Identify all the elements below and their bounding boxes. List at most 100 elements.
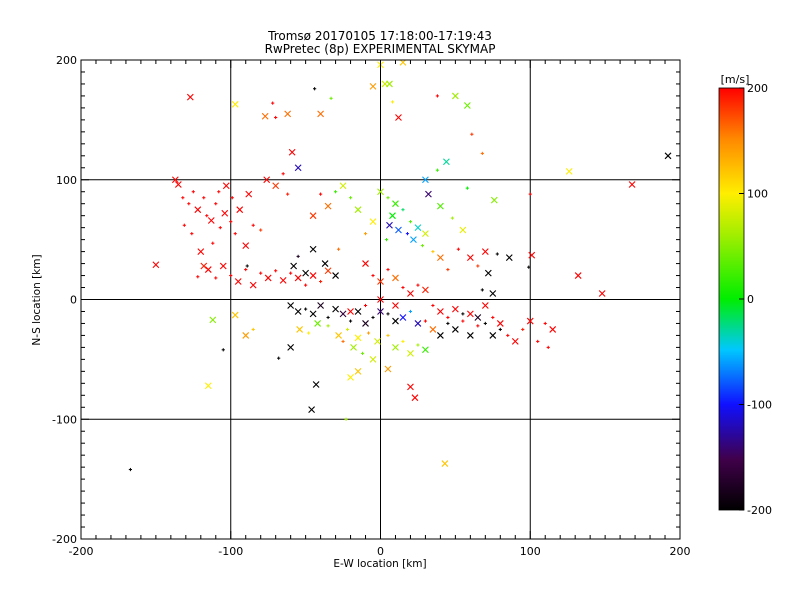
data-point-x-marker (309, 272, 317, 279)
data-point-plus-marker (456, 247, 460, 251)
chart-subtitle: RwPretec (8p) EXPERIMENTAL SKYMAP (265, 42, 496, 56)
data-point-plus-marker (205, 214, 209, 218)
data-point-x-marker (574, 272, 582, 279)
data-point-plus-marker (366, 331, 371, 335)
data-point-x-marker (414, 320, 422, 327)
colorbar-label: [m/s] (721, 73, 750, 86)
data-point-x-marker (481, 248, 489, 255)
data-point-x-marker (628, 181, 636, 188)
data-point-x-marker (197, 248, 205, 255)
data-point-x-marker (317, 110, 324, 118)
data-point-plus-marker (296, 254, 300, 258)
data-point-x-marker (231, 100, 239, 108)
data-point-x-marker (437, 308, 444, 315)
data-point-x-marker (354, 367, 362, 375)
data-point-x-marker (332, 305, 339, 313)
data-point-plus-marker (341, 339, 345, 344)
data-point-x-marker (171, 176, 179, 184)
data-point-x-marker (407, 383, 414, 391)
colorbar-tick-label: -200 (747, 504, 772, 517)
data-point-plus-marker (416, 283, 420, 287)
data-point-x-marker (386, 221, 393, 229)
data-point-x-marker (407, 290, 414, 297)
x-tick-label: 100 (520, 545, 541, 558)
data-point-plus-marker (221, 348, 225, 352)
data-point-plus-marker (190, 232, 194, 236)
data-point-plus-marker (527, 265, 531, 269)
data-point-x-marker (324, 202, 332, 210)
data-point-x-marker (414, 224, 422, 232)
data-point-plus-marker (461, 312, 465, 316)
data-point-x-marker (463, 102, 471, 109)
colorbar-tick-label: 100 (747, 188, 768, 201)
data-point-x-marker (332, 272, 339, 279)
data-point-plus-marker (274, 115, 278, 120)
data-point-plus-marker (128, 467, 133, 472)
data-point-plus-marker (319, 192, 323, 196)
data-point-x-marker (374, 338, 381, 345)
data-point-plus-marker (423, 319, 428, 323)
data-point-x-marker (549, 326, 557, 333)
data-point-x-marker (565, 167, 573, 175)
data-point-x-marker (443, 158, 450, 166)
data-point-plus-marker (465, 186, 469, 190)
data-point-x-marker (386, 80, 393, 88)
data-point-plus-marker (259, 228, 263, 232)
data-points (128, 60, 672, 472)
data-point-plus-marker (543, 321, 547, 326)
data-point-x-marker (410, 236, 417, 244)
y-tick-label: 0 (70, 294, 77, 307)
y-axis-ticks: -200 -100 0 100 200 (52, 54, 680, 546)
data-point-plus-marker (345, 327, 350, 332)
data-point-x-marker (384, 365, 392, 373)
data-point-x-marker (261, 112, 269, 120)
data-point-plus-marker (483, 321, 487, 326)
data-point-x-marker (272, 182, 280, 190)
data-point-x-marker (411, 394, 419, 402)
data-point-x-marker (219, 262, 227, 270)
data-point-x-marker (186, 93, 194, 101)
data-point-plus-marker (307, 331, 311, 335)
data-point-x-marker (451, 92, 459, 100)
data-point-plus-marker (386, 267, 390, 272)
colorbar-ticks: -200 -100 0 100 200 (739, 82, 772, 517)
data-point-x-marker (354, 308, 362, 315)
data-point-plus-marker (360, 351, 365, 355)
data-point-x-marker (317, 302, 324, 309)
data-point-x-marker (377, 296, 384, 303)
data-point-x-marker (309, 310, 317, 318)
data-point-plus-marker (329, 96, 333, 100)
data-point-plus-marker (435, 168, 440, 172)
data-point-plus-marker (214, 202, 218, 206)
data-point-plus-marker (476, 264, 480, 268)
data-point-x-marker (451, 326, 459, 333)
data-point-x-marker (389, 212, 396, 220)
data-point-plus-marker (363, 232, 368, 236)
data-point-plus-marker (401, 339, 405, 344)
data-point-plus-marker (289, 271, 293, 275)
data-point-x-marker (354, 206, 362, 214)
data-point-x-marker (284, 110, 292, 118)
data-point-x-marker (231, 311, 239, 319)
data-point-x-marker (321, 260, 329, 267)
data-point-x-marker (204, 266, 212, 273)
y-tick-label: -200 (52, 533, 77, 546)
data-point-plus-marker (319, 279, 323, 284)
data-point-plus-marker (480, 288, 484, 292)
data-point-plus-marker (348, 319, 353, 323)
data-point-x-marker (309, 212, 317, 220)
data-point-plus-marker (196, 275, 200, 279)
data-point-plus-marker (506, 333, 510, 338)
data-point-plus-marker (211, 241, 215, 245)
data-point-x-marker (392, 344, 399, 351)
data-point-plus-marker (313, 87, 317, 91)
data-point-x-marker (425, 190, 432, 198)
data-point-x-marker (437, 254, 444, 261)
data-point-plus-marker (408, 309, 413, 314)
data-point-plus-marker (386, 312, 390, 316)
data-point-x-marker (279, 276, 287, 284)
data-point-x-marker (392, 317, 399, 325)
data-point-plus-marker (431, 303, 435, 308)
colorbar-tick-label: -100 (747, 399, 772, 412)
